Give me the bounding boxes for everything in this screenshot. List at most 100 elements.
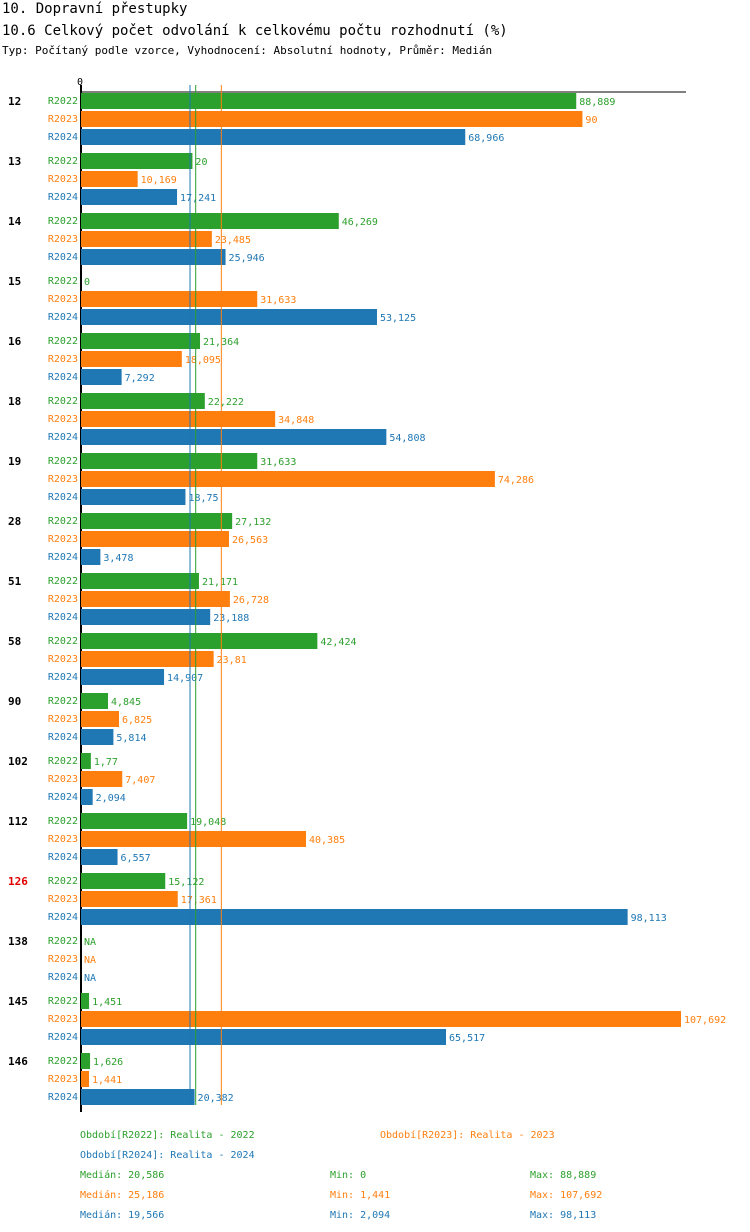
category-label: 19: [8, 455, 21, 468]
series-row-label: R2024: [48, 492, 78, 503]
data-label: 26,728: [233, 595, 269, 606]
category-label: 126: [8, 875, 28, 888]
data-label: NA: [84, 955, 96, 966]
series-row-label: R2022: [48, 336, 78, 347]
max-stat: Max: 98,113: [530, 1210, 596, 1221]
plot-area: 12 R2022 88,889 R2023 90 R2024 68,966 13 R2022 20…: [8, 85, 726, 1112]
bar-R2022-51: [81, 573, 199, 589]
median-stat: Medián: 20,586: [80, 1169, 164, 1181]
series-row-label: R2024: [48, 792, 78, 803]
series-row-label: R2024: [48, 132, 78, 143]
data-label: 42,424: [320, 637, 356, 648]
data-label: 23,485: [215, 235, 251, 246]
series-row-label: R2024: [48, 612, 78, 623]
bar-R2024-58: [81, 669, 165, 685]
series-row-label: R2023: [48, 414, 78, 425]
series-row-label: R2022: [48, 276, 78, 287]
bar-R2024-14: [81, 249, 226, 265]
data-label: 25,946: [229, 253, 265, 264]
bar-R2024-145: [81, 1029, 447, 1045]
data-label: 18,75: [188, 493, 218, 504]
data-label: 74,286: [498, 475, 534, 486]
bar-R2023-12: [81, 111, 583, 127]
bar-R2022-102: [81, 753, 91, 769]
data-label: 17,361: [181, 895, 217, 906]
median-stat: Medián: 19,566: [80, 1209, 164, 1221]
category-label: 138: [8, 935, 28, 948]
bar-R2023-58: [81, 651, 214, 667]
series-row-label: R2023: [48, 594, 78, 605]
bar-R2022-146: [81, 1053, 91, 1069]
bar-R2022-12: [81, 93, 577, 109]
data-label: 107,692: [684, 1015, 726, 1026]
bar-R2024-16: [81, 369, 122, 385]
bar-R2022-13: [81, 153, 193, 169]
legend-item-R2023: Období[R2023]: Realita - 2023: [380, 1129, 555, 1141]
bar-R2022-126: [81, 873, 166, 889]
data-label: 7,292: [125, 373, 155, 384]
data-label: 31,633: [260, 457, 296, 468]
bar-R2022-145: [81, 993, 90, 1009]
series-row-label: R2022: [48, 876, 78, 887]
data-label: 3,478: [103, 553, 133, 564]
data-label: 68,966: [468, 133, 504, 144]
bar-R2024-18: [81, 429, 387, 445]
series-row-label: R2024: [48, 552, 78, 563]
data-label: 23,188: [213, 613, 249, 624]
series-row-label: R2022: [48, 96, 78, 107]
bar-R2022-112: [81, 813, 188, 829]
bar-R2022-16: [81, 333, 201, 349]
bar-R2023-14: [81, 231, 212, 247]
bar-R2024-102: [81, 789, 93, 805]
series-row-label: R2023: [48, 1074, 78, 1085]
bar-R2022-19: [81, 453, 258, 469]
data-label: 31,633: [260, 295, 296, 306]
bar-R2022-28: [81, 513, 233, 529]
category-label: 16: [8, 335, 22, 348]
bar-R2023-51: [81, 591, 230, 607]
max-stat: Max: 107,692: [530, 1190, 602, 1201]
series-row-label: R2024: [48, 1092, 78, 1103]
data-label: 20: [195, 157, 207, 168]
data-label: 17,241: [180, 193, 216, 204]
series-row-label: R2024: [48, 252, 78, 263]
series-row-label: R2024: [48, 1032, 78, 1043]
min-stat: Min: 2,094: [330, 1210, 390, 1221]
data-label: 6,557: [121, 853, 151, 864]
bar-R2022-18: [81, 393, 205, 409]
series-row-label: R2023: [48, 654, 78, 665]
data-label: 0: [84, 277, 90, 288]
series-row-label: R2022: [48, 696, 78, 707]
bar-R2023-19: [81, 471, 495, 487]
series-row-label: R2022: [48, 156, 78, 167]
bar-R2023-15: [81, 291, 258, 307]
series-row-label: R2024: [48, 852, 78, 863]
data-label: 26,563: [232, 535, 268, 546]
data-label: 14,907: [167, 673, 203, 684]
data-label: 19,048: [190, 817, 226, 828]
series-row-label: R2023: [48, 534, 78, 545]
bar-R2023-102: [81, 771, 123, 787]
series-row-label: R2023: [48, 894, 78, 905]
bar-R2023-145: [81, 1011, 681, 1027]
data-label: 65,517: [449, 1033, 485, 1044]
data-label: 7,407: [125, 775, 155, 786]
data-label: 18,095: [185, 355, 221, 366]
data-label: 90: [585, 115, 597, 126]
data-label: 5,814: [116, 733, 146, 744]
series-row-label: R2023: [48, 234, 78, 245]
data-label: NA: [84, 973, 96, 984]
series-row-label: R2024: [48, 672, 78, 683]
series-row-label: R2022: [48, 456, 78, 467]
bar-R2024-126: [81, 909, 628, 925]
series-row-label: R2022: [48, 996, 78, 1007]
data-label: 10,169: [141, 175, 177, 186]
category-label: 145: [8, 995, 28, 1008]
series-row-label: R2024: [48, 192, 78, 203]
series-row-label: R2022: [48, 516, 78, 527]
data-label: 15,122: [168, 877, 204, 888]
bar-R2022-90: [81, 693, 108, 709]
data-label: 1,626: [93, 1057, 123, 1068]
data-label: 1,451: [92, 997, 122, 1008]
series-row-label: R2023: [48, 714, 78, 725]
